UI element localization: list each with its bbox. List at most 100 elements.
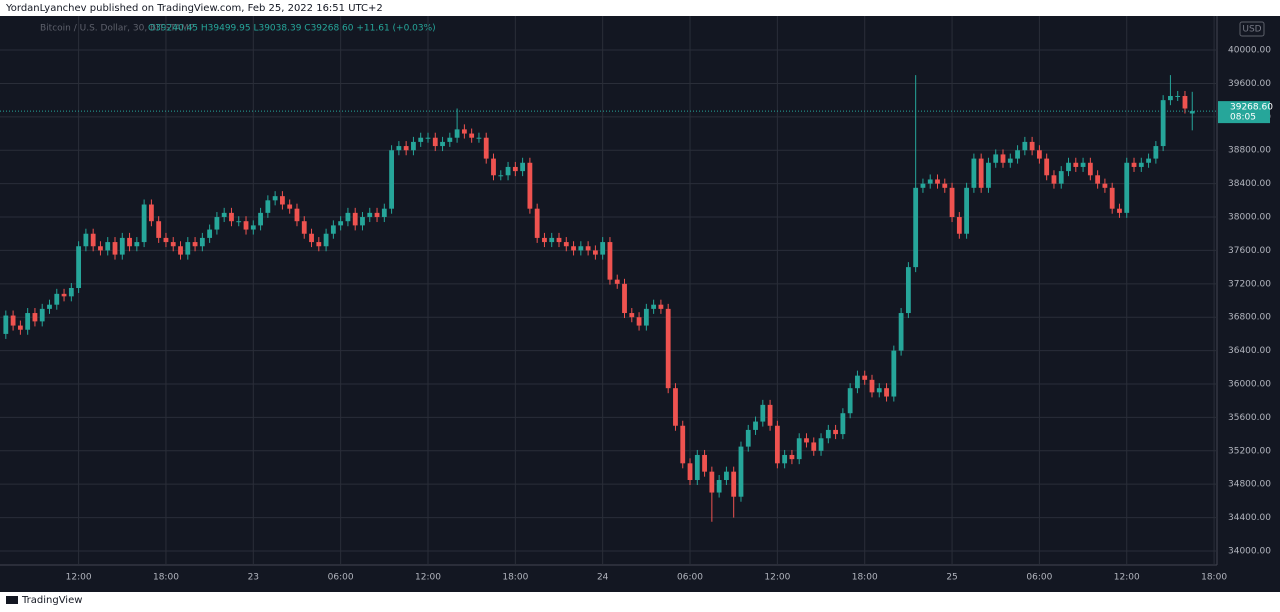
candle-body bbox=[731, 471, 737, 497]
x-tick-label: 06:00 bbox=[1026, 573, 1052, 583]
x-tick-label: 12:00 bbox=[415, 573, 441, 583]
y-tick-label: 36400.00 bbox=[1228, 346, 1271, 356]
candle-body bbox=[767, 404, 773, 426]
candle-body bbox=[1117, 208, 1122, 213]
candle-body bbox=[47, 304, 52, 309]
candle-body bbox=[818, 438, 824, 451]
candle-body bbox=[927, 179, 933, 184]
candle-body bbox=[862, 375, 868, 380]
candle-body bbox=[476, 137, 482, 139]
candle-body bbox=[207, 229, 213, 238]
currency: USD bbox=[1242, 25, 1261, 35]
candle-body bbox=[1051, 175, 1057, 184]
candle-body bbox=[498, 175, 504, 177]
last-price-tag bbox=[1218, 101, 1270, 124]
x-tick-label: 18:00 bbox=[153, 573, 179, 583]
candle-body bbox=[156, 221, 162, 238]
candle-body bbox=[127, 237, 132, 247]
candle-body bbox=[1131, 162, 1137, 167]
candle-body bbox=[360, 217, 365, 226]
candle-body bbox=[418, 137, 424, 142]
candle-body bbox=[614, 279, 620, 284]
candle-body bbox=[309, 233, 314, 243]
candle-body bbox=[905, 267, 911, 314]
candle-body bbox=[658, 304, 664, 309]
candle-body bbox=[10, 315, 16, 326]
candle-body bbox=[287, 204, 293, 209]
candle-body bbox=[1066, 162, 1071, 172]
candle-body bbox=[789, 454, 795, 460]
candle-body bbox=[774, 425, 780, 464]
candle-body bbox=[578, 246, 584, 251]
candle-body bbox=[585, 246, 591, 251]
candle-body bbox=[134, 242, 140, 247]
candle-body bbox=[505, 166, 511, 176]
candle-body bbox=[389, 150, 394, 209]
candle-body bbox=[243, 221, 249, 230]
y-tick-label: 36000.00 bbox=[1228, 380, 1271, 390]
candle-body bbox=[163, 237, 169, 243]
candle-body bbox=[920, 183, 926, 188]
candle-body bbox=[170, 242, 176, 247]
candle-body bbox=[119, 237, 125, 255]
last-price-label: 39268.60 bbox=[1230, 103, 1273, 113]
candle-body bbox=[986, 162, 991, 188]
candle-body bbox=[1080, 162, 1086, 167]
candle-body bbox=[461, 129, 467, 134]
candle-body bbox=[665, 308, 671, 389]
candle-body bbox=[542, 237, 547, 243]
candle-body bbox=[39, 308, 45, 322]
candle-body bbox=[651, 304, 657, 309]
x-tick-label: 12:00 bbox=[66, 573, 92, 583]
candle-body bbox=[454, 129, 460, 138]
candle-body bbox=[687, 463, 693, 481]
candle-body bbox=[600, 242, 606, 255]
candle-body bbox=[556, 237, 562, 243]
candle-body bbox=[367, 212, 373, 218]
candle-body bbox=[804, 438, 809, 443]
candle-body bbox=[1124, 162, 1130, 213]
axis-labels: 34000.00 34400.00 34800.00 35200.00 35600.00… bbox=[66, 46, 1274, 583]
candle-body bbox=[891, 350, 897, 397]
candle-body bbox=[185, 242, 191, 255]
candle-body bbox=[636, 317, 642, 326]
candle-body bbox=[563, 242, 569, 247]
y-tick-label: 40000.00 bbox=[1228, 46, 1271, 56]
candle-body bbox=[716, 480, 722, 493]
candle-body bbox=[913, 187, 919, 268]
y-tick-label: 36800.00 bbox=[1228, 313, 1271, 323]
candle-body bbox=[1095, 175, 1101, 184]
candle-body bbox=[301, 221, 307, 234]
candle-body bbox=[680, 425, 686, 464]
candle-body bbox=[782, 454, 788, 464]
candle-body bbox=[840, 413, 846, 435]
candle-body bbox=[1036, 150, 1042, 159]
candle-body bbox=[272, 196, 278, 201]
candle-body bbox=[811, 442, 817, 451]
candle-body bbox=[32, 313, 38, 322]
candle-body bbox=[411, 141, 416, 151]
candle-body bbox=[98, 246, 103, 251]
candle-body bbox=[1073, 162, 1079, 167]
y-tick-label: 34000.00 bbox=[1228, 546, 1271, 556]
candle-body bbox=[1058, 171, 1064, 184]
symbol: Bitcoin / U.S. Dollar, 30, BITSTAMP bbox=[40, 24, 195, 34]
candle-body bbox=[352, 212, 358, 226]
candle-body bbox=[469, 133, 475, 138]
candle-body bbox=[1029, 141, 1035, 151]
candle-body bbox=[229, 212, 234, 222]
candle-body bbox=[178, 246, 183, 255]
candle-body bbox=[1153, 146, 1159, 159]
candle-body bbox=[316, 242, 322, 247]
candle-body bbox=[1175, 95, 1181, 97]
candle-body bbox=[825, 429, 831, 439]
candle-body bbox=[54, 293, 60, 305]
candle-body bbox=[935, 179, 940, 184]
candle-body bbox=[760, 404, 766, 422]
candle-body bbox=[61, 293, 67, 297]
candle-body bbox=[549, 237, 555, 243]
x-tick-label: 12:00 bbox=[764, 573, 790, 583]
candle-body bbox=[694, 454, 700, 481]
candle-body bbox=[148, 204, 154, 222]
candle-body bbox=[1000, 154, 1006, 163]
